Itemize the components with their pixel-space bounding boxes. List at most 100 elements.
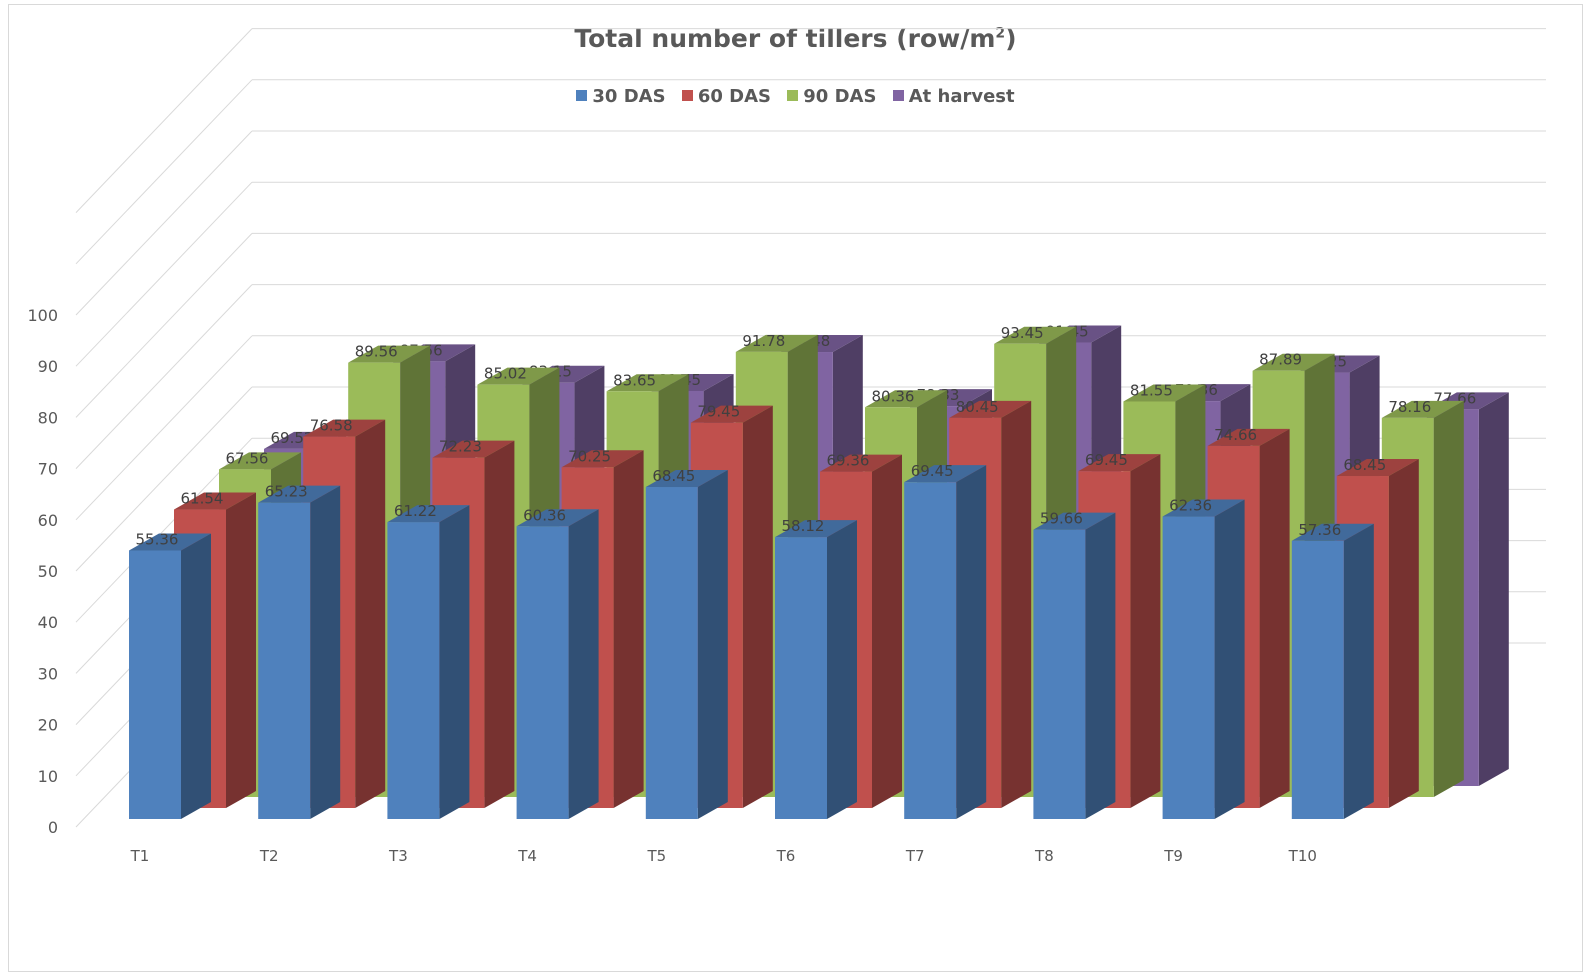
- gridline-side: [75, 335, 253, 521]
- bar: 61.22: [387, 502, 470, 819]
- data-label: 60.36: [523, 506, 566, 524]
- bar-top: [174, 492, 256, 510]
- bar-front: [387, 522, 440, 819]
- bar-top: [1078, 454, 1161, 472]
- data-label: 70.25: [568, 447, 611, 465]
- data-label: 80.45: [956, 398, 999, 416]
- data-label: 55.36: [136, 531, 179, 549]
- bar-top: [258, 485, 341, 503]
- data-label: 93.45: [1001, 324, 1044, 342]
- chart-legend: 30 DAS 60 DAS 90 DAS At harvest: [0, 86, 1591, 107]
- bar-top: [1162, 499, 1245, 517]
- bar-top: [348, 345, 431, 363]
- data-label: 61.54: [181, 490, 224, 508]
- bar-top: [561, 450, 644, 468]
- bar-side: [613, 450, 644, 808]
- data-label: 74.66: [1214, 426, 1257, 444]
- legend-item-at-harvest: At harvest: [892, 86, 1015, 107]
- x-tick-label: T7: [905, 847, 925, 865]
- legend-swatch: [892, 90, 904, 101]
- axis-ticks: 0 10 20 30 40 50 60 70 80 90 100 T1 T2 T3 T4 T5 T6 T7 T8 T9…: [27, 306, 1316, 865]
- legend-item-30-das: 30 DAS: [576, 86, 666, 107]
- bar-top: [432, 440, 515, 458]
- y-tick-label: 0: [48, 818, 58, 837]
- bar-top: [477, 367, 560, 385]
- data-label: 69.36: [827, 452, 870, 470]
- data-label: 78.16: [1388, 398, 1431, 416]
- y-tick-label: 100: [27, 306, 58, 325]
- data-label: 80.36: [872, 387, 915, 405]
- y-tick-label: 50: [38, 562, 58, 581]
- data-label: 91.78: [742, 332, 785, 350]
- gridline-side: [75, 233, 253, 418]
- bar-front: [1162, 516, 1215, 819]
- bar: 55.36: [129, 531, 211, 819]
- bar-top: [904, 465, 987, 483]
- gridline-side: [75, 28, 253, 213]
- data-label: 67.56: [226, 449, 269, 467]
- data-label: 58.12: [782, 517, 825, 535]
- x-tick-label: T8: [1034, 847, 1054, 865]
- bar-top: [1381, 400, 1464, 418]
- legend-swatch: [576, 90, 588, 101]
- data-label: 89.56: [355, 343, 398, 361]
- legend-swatch: [787, 90, 799, 101]
- legend-label: At harvest: [908, 86, 1015, 107]
- bar-side: [1259, 428, 1290, 808]
- bar-top: [303, 419, 386, 437]
- x-tick-label: T10: [1288, 847, 1317, 865]
- bar-side: [872, 454, 902, 808]
- bar-side: [439, 505, 470, 819]
- x-tick-label: T2: [259, 847, 279, 865]
- bar-top: [1252, 353, 1335, 371]
- data-label: 83.65: [613, 371, 656, 389]
- gridline-side: [75, 386, 253, 572]
- bar-top: [1033, 512, 1116, 530]
- data-label: 68.45: [652, 467, 695, 485]
- data-label: 76.58: [310, 417, 353, 435]
- bar-side: [355, 419, 386, 808]
- bar: 58.12: [775, 517, 857, 819]
- bar-front: [1291, 540, 1344, 819]
- bar-top: [1207, 428, 1290, 446]
- bar-top: [129, 533, 211, 551]
- bar-side: [181, 533, 211, 819]
- legend-swatch: [681, 90, 693, 101]
- bar-top: [775, 520, 857, 538]
- bars: 69.5287.5683.1581.4589.4878.3391.4579.36…: [129, 322, 1509, 819]
- gridline-side: [75, 130, 253, 316]
- bar-side: [1478, 392, 1509, 786]
- data-label: 81.55: [1130, 381, 1173, 399]
- bar-side: [1085, 512, 1116, 819]
- legend-label: 60 DAS: [697, 86, 771, 107]
- data-label: 87.89: [1259, 351, 1302, 369]
- bar-side: [568, 509, 599, 819]
- bar-side: [310, 485, 341, 819]
- data-label: 65.23: [265, 483, 308, 501]
- y-tick-label: 10: [38, 767, 58, 786]
- x-tick-label: T4: [517, 847, 537, 865]
- bar-top: [606, 374, 689, 392]
- data-label: 68.45: [1343, 456, 1386, 474]
- y-tick-label: 80: [38, 408, 58, 427]
- y-tick-label: 70: [38, 460, 58, 479]
- bar: 57.36: [1291, 521, 1374, 819]
- legend-item-60-das: 60 DAS: [681, 86, 771, 107]
- y-tick-label: 90: [38, 357, 58, 376]
- bar-side: [1388, 459, 1419, 808]
- x-tick-label: T1: [130, 847, 150, 865]
- bar-top: [865, 390, 947, 408]
- bar-side: [742, 405, 773, 808]
- bar-top: [820, 454, 902, 472]
- bar-side: [1130, 454, 1161, 808]
- bar-front: [129, 550, 181, 819]
- data-label: 72.23: [439, 438, 482, 456]
- bar: 59.66: [1033, 510, 1116, 819]
- legend-item-90-das: 90 DAS: [787, 86, 876, 107]
- data-label: 61.22: [394, 502, 437, 520]
- bar: 68.45: [645, 467, 728, 819]
- y-tick-label: 40: [38, 613, 58, 632]
- bar: 69.45: [904, 462, 987, 819]
- bar: 62.36: [1162, 497, 1245, 819]
